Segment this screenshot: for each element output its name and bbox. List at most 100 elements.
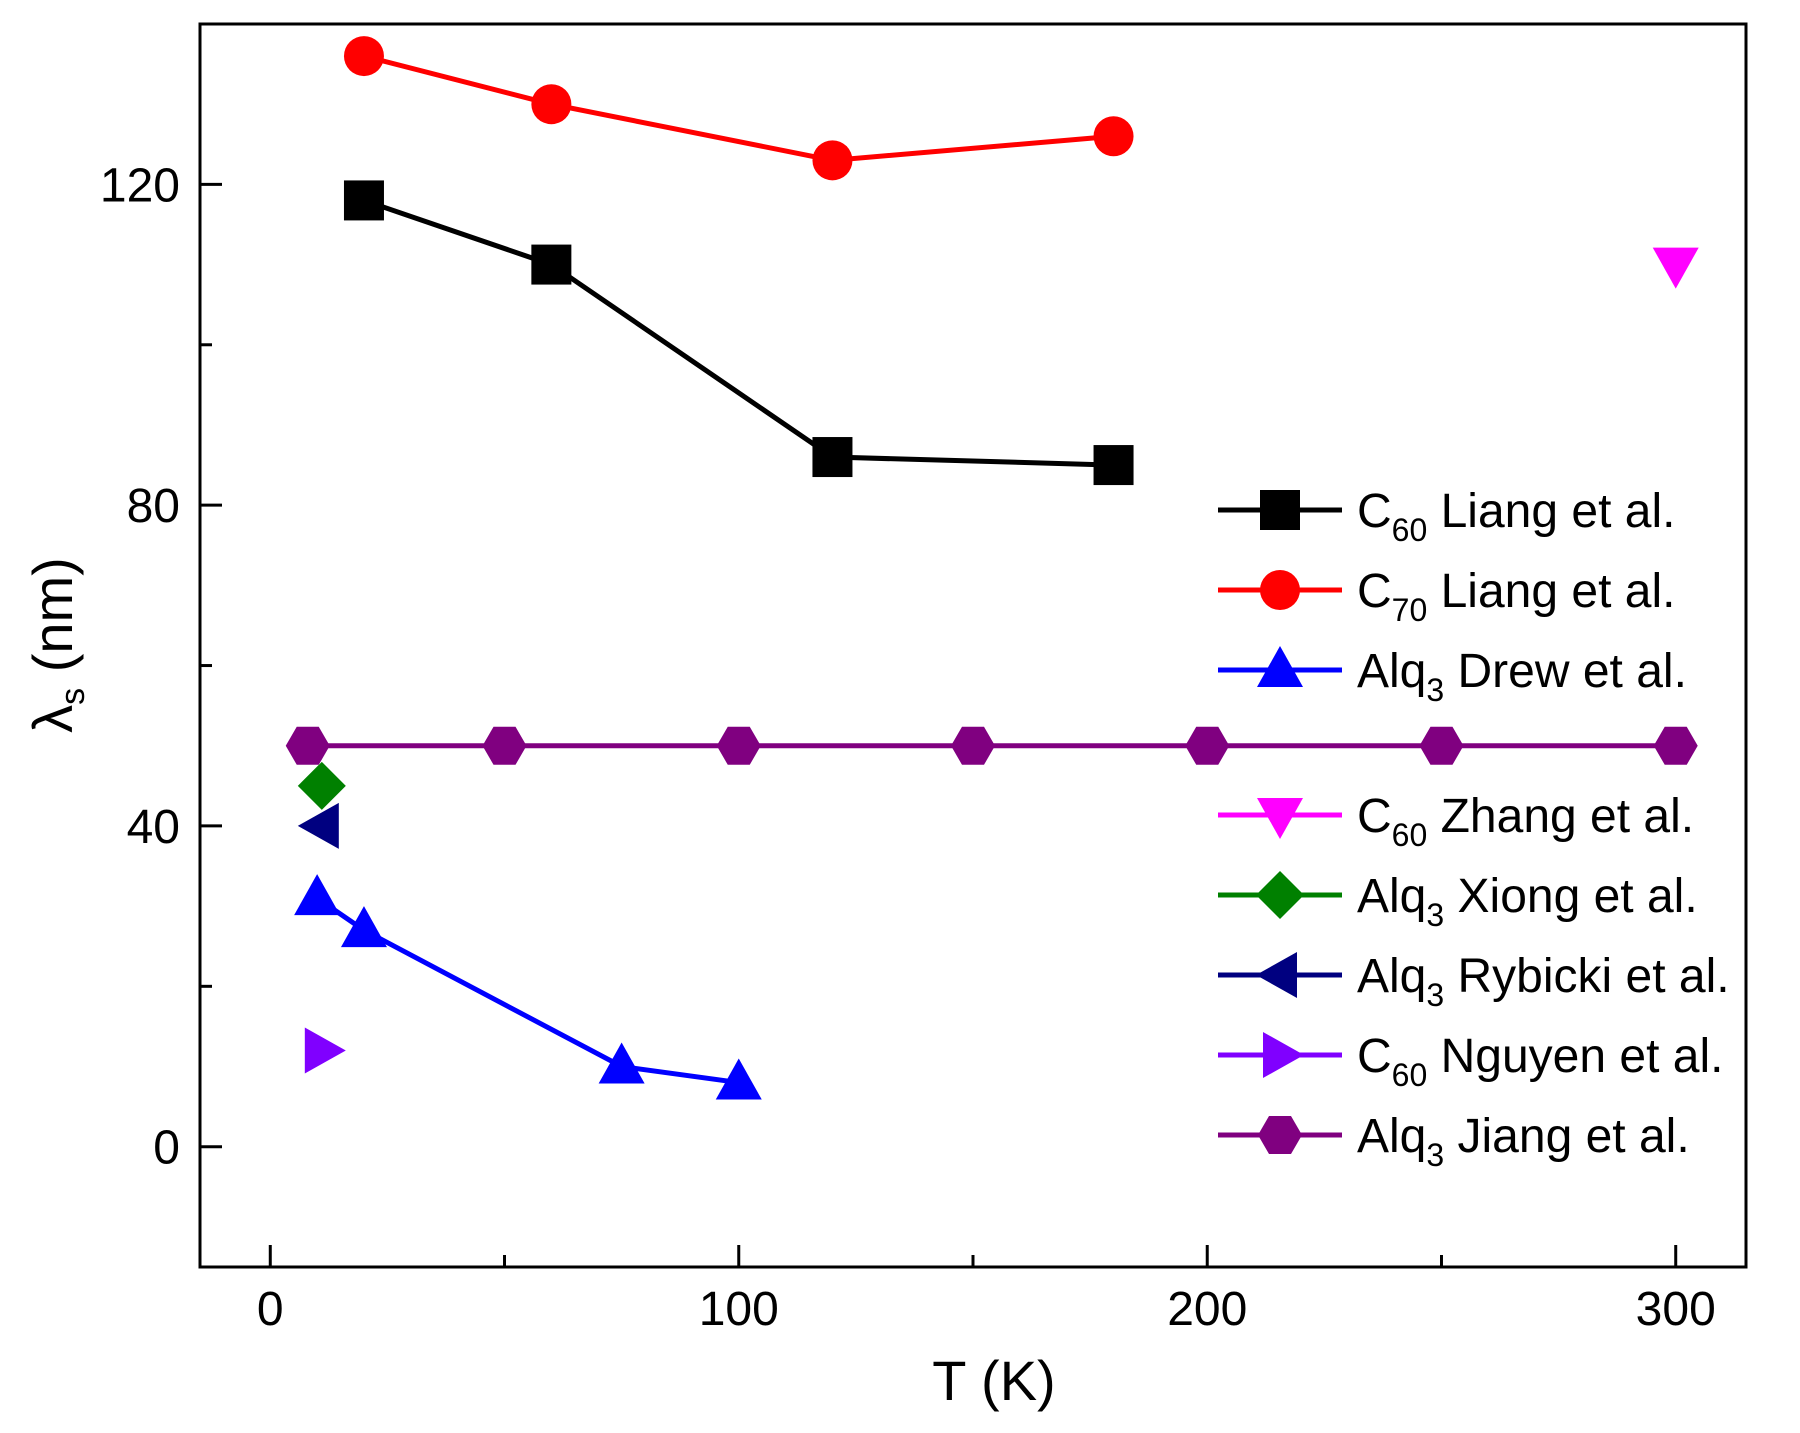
legend-label-text: Liang et al. <box>1427 485 1675 538</box>
legend-item-alq3-xiong: Alq3 Xiong et al. <box>1218 870 1698 933</box>
x-axis-title: T (K) <box>932 1349 1055 1412</box>
y-tick-label: 80 <box>127 480 180 533</box>
legend-marker-alq3-drew <box>1257 646 1303 687</box>
legend-label-main: Alq <box>1357 645 1426 698</box>
series-c60-nguyen <box>304 1027 346 1074</box>
legend-marker-c70-liang <box>1260 570 1300 610</box>
legend-label-text: Drew et al. <box>1444 645 1687 698</box>
data-point-c60-zhang <box>1652 247 1699 289</box>
data-point-alq3-jiang <box>1653 726 1698 765</box>
legend-label-alq3-xiong: Alq3 Xiong et al. <box>1357 870 1698 933</box>
legend-marker-c60-liang <box>1260 490 1300 530</box>
legend-marker-alq3-xiong <box>1256 871 1304 919</box>
legend-label-alq3-jiang: Alq3 Jiang et al. <box>1357 1110 1690 1173</box>
legend-label-main: C <box>1357 565 1392 618</box>
legend-item-alq3-drew: Alq3 Drew et al. <box>1218 645 1687 708</box>
series-layer <box>285 36 1699 1100</box>
legend-label-subscript: 70 <box>1392 592 1428 628</box>
data-point-alq3-jiang <box>482 726 527 765</box>
data-point-c60-liang <box>531 244 572 285</box>
y-tick-label: 40 <box>127 801 180 854</box>
legend-label-text: Jiang et al. <box>1444 1110 1689 1163</box>
legend-item-c60-nguyen: C60 Nguyen et al. <box>1218 1030 1723 1093</box>
x-tick-label: 300 <box>1636 1283 1716 1336</box>
legend-label-alq3-drew: Alq3 Drew et al. <box>1357 645 1687 708</box>
series-c70-liang <box>343 36 1134 181</box>
y-axis-title: λs (nm) <box>21 557 92 733</box>
axis-ticks <box>200 182 1678 1267</box>
data-point-c70-liang <box>531 84 572 125</box>
y-axis-title-symbol: λ <box>21 705 84 733</box>
legend-item-c60-liang: C60 Liang et al. <box>1218 485 1675 548</box>
data-point-alq3-drew <box>598 1042 645 1084</box>
data-point-alq3-rybicki <box>297 802 339 849</box>
x-tick-label: 0 <box>257 1283 284 1336</box>
data-point-c60-nguyen <box>304 1027 346 1074</box>
data-point-alq3-jiang <box>1419 726 1464 765</box>
data-point-alq3-drew <box>340 906 387 948</box>
axis-tick-labels: 0 100 200 300 0 40 80 120 <box>100 159 1716 1336</box>
legend-label-subscript: 3 <box>1426 1137 1444 1173</box>
data-point-c60-liang <box>343 180 384 221</box>
data-point-alq3-drew <box>715 1058 762 1100</box>
legend-label-text: Rybicki et al. <box>1444 950 1729 1003</box>
data-point-c70-liang <box>1093 116 1134 157</box>
series-alq3-drew <box>294 874 762 1100</box>
data-point-alq3-jiang <box>951 726 995 765</box>
data-point-c60-liang <box>1093 445 1134 486</box>
legend-label-subscript: 3 <box>1426 977 1444 1013</box>
legend: C60 Liang et al.C70 Liang et al.Alq3 Dre… <box>1218 485 1730 1173</box>
y-tick-label: 0 <box>153 1122 180 1175</box>
legend-item-c70-liang: C70 Liang et al. <box>1218 565 1675 628</box>
series-line-c60-liang <box>363 198 1114 468</box>
y-tick-label: 120 <box>100 159 180 212</box>
legend-label-main: C <box>1357 485 1392 538</box>
legend-marker-c60-zhang <box>1257 798 1303 839</box>
legend-label-text: Zhang et al. <box>1427 790 1694 843</box>
legend-label-main: Alq <box>1357 950 1426 1003</box>
series-line-alq3-drew <box>315 896 740 1086</box>
legend-label-text: Nguyen et al. <box>1427 1030 1723 1083</box>
series-c60-zhang <box>1652 247 1699 289</box>
legend-label-main: C <box>1357 790 1392 843</box>
legend-label-subscript: 60 <box>1392 1057 1428 1093</box>
legend-label-c60-nguyen: C60 Nguyen et al. <box>1357 1030 1723 1093</box>
legend-label-c60-zhang: C60 Zhang et al. <box>1357 790 1694 853</box>
legend-marker-c60-nguyen <box>1263 1032 1304 1078</box>
legend-label-main: Alq <box>1357 870 1426 923</box>
legend-label-c60-liang: C60 Liang et al. <box>1357 485 1675 548</box>
x-tick-label: 100 <box>699 1283 779 1336</box>
data-point-c70-liang <box>343 36 384 77</box>
y-axis-title-unit: (nm) <box>21 557 84 688</box>
data-point-alq3-xiong <box>297 761 346 810</box>
legend-label-subscript: 60 <box>1392 817 1428 853</box>
series-alq3-rybicki <box>297 802 339 849</box>
legend-label-subscript: 3 <box>1426 897 1444 933</box>
data-point-alq3-drew <box>294 874 341 916</box>
legend-label-alq3-rybicki: Alq3 Rybicki et al. <box>1357 950 1730 1013</box>
data-point-c60-liang <box>812 437 853 478</box>
x-tick-label: 200 <box>1167 1283 1247 1336</box>
data-point-c70-liang <box>812 140 853 181</box>
legend-label-text: Liang et al. <box>1427 565 1675 618</box>
legend-marker-alq3-jiang <box>1258 1115 1302 1155</box>
legend-marker-alq3-rybicki <box>1256 952 1297 998</box>
data-point-alq3-jiang <box>716 726 761 765</box>
legend-label-subscript: 60 <box>1392 512 1428 548</box>
legend-item-alq3-jiang: Alq3 Jiang et al. <box>1218 1110 1690 1173</box>
data-point-alq3-jiang <box>285 726 330 765</box>
legend-item-alq3-rybicki: Alq3 Rybicki et al. <box>1218 950 1730 1013</box>
legend-item-c60-zhang: C60 Zhang et al. <box>1218 790 1694 853</box>
legend-label-subscript: 3 <box>1426 672 1444 708</box>
legend-label-main: Alq <box>1357 1110 1426 1163</box>
y-axis-title-subscript: s <box>54 688 92 705</box>
data-point-alq3-jiang <box>1185 726 1230 765</box>
legend-label-text: Xiong et al. <box>1444 870 1698 923</box>
series-c60-liang <box>343 180 1134 486</box>
series-line-c70-liang <box>363 53 1114 163</box>
legend-label-main: C <box>1357 1030 1392 1083</box>
series-alq3-xiong <box>297 761 346 810</box>
legend-label-c70-liang: C70 Liang et al. <box>1357 565 1675 628</box>
series-alq3-jiang <box>285 726 1698 765</box>
